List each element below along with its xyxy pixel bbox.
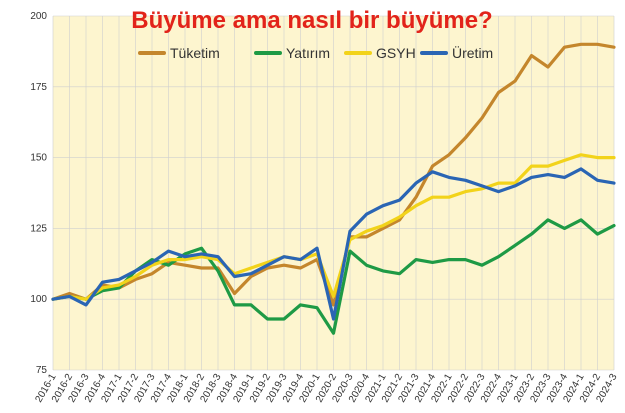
y-tick-label: 75 [36, 365, 48, 376]
y-tick-label: 100 [30, 294, 47, 305]
series-line [51, 167, 616, 321]
chart-title: Büyüme ama nasıl bir büyüme? [131, 7, 492, 34]
grid-lines [52, 15, 615, 371]
legend-label: Tüketim [170, 45, 220, 61]
series-lines [51, 42, 616, 335]
y-tick-label: 200 [30, 11, 47, 22]
legend-label: Üretim [452, 44, 493, 61]
legend: Tüketim Yatırım GSYH Üretim [138, 44, 493, 61]
y-tick-label: 150 [30, 153, 47, 164]
x-axis-ticks: 2016-12016-22016-32016-42017-12017-22017… [34, 372, 620, 405]
y-tick-label: 125 [30, 223, 47, 234]
y-tick-label: 175 [30, 82, 47, 93]
series-line [51, 218, 616, 335]
y-axis-ticks: 75 100 125 150 175 200 [30, 11, 47, 376]
series-line [51, 153, 616, 301]
legend-label: GSYH [376, 45, 416, 61]
legend-label: Yatırım [286, 45, 330, 61]
series-line [51, 42, 616, 307]
